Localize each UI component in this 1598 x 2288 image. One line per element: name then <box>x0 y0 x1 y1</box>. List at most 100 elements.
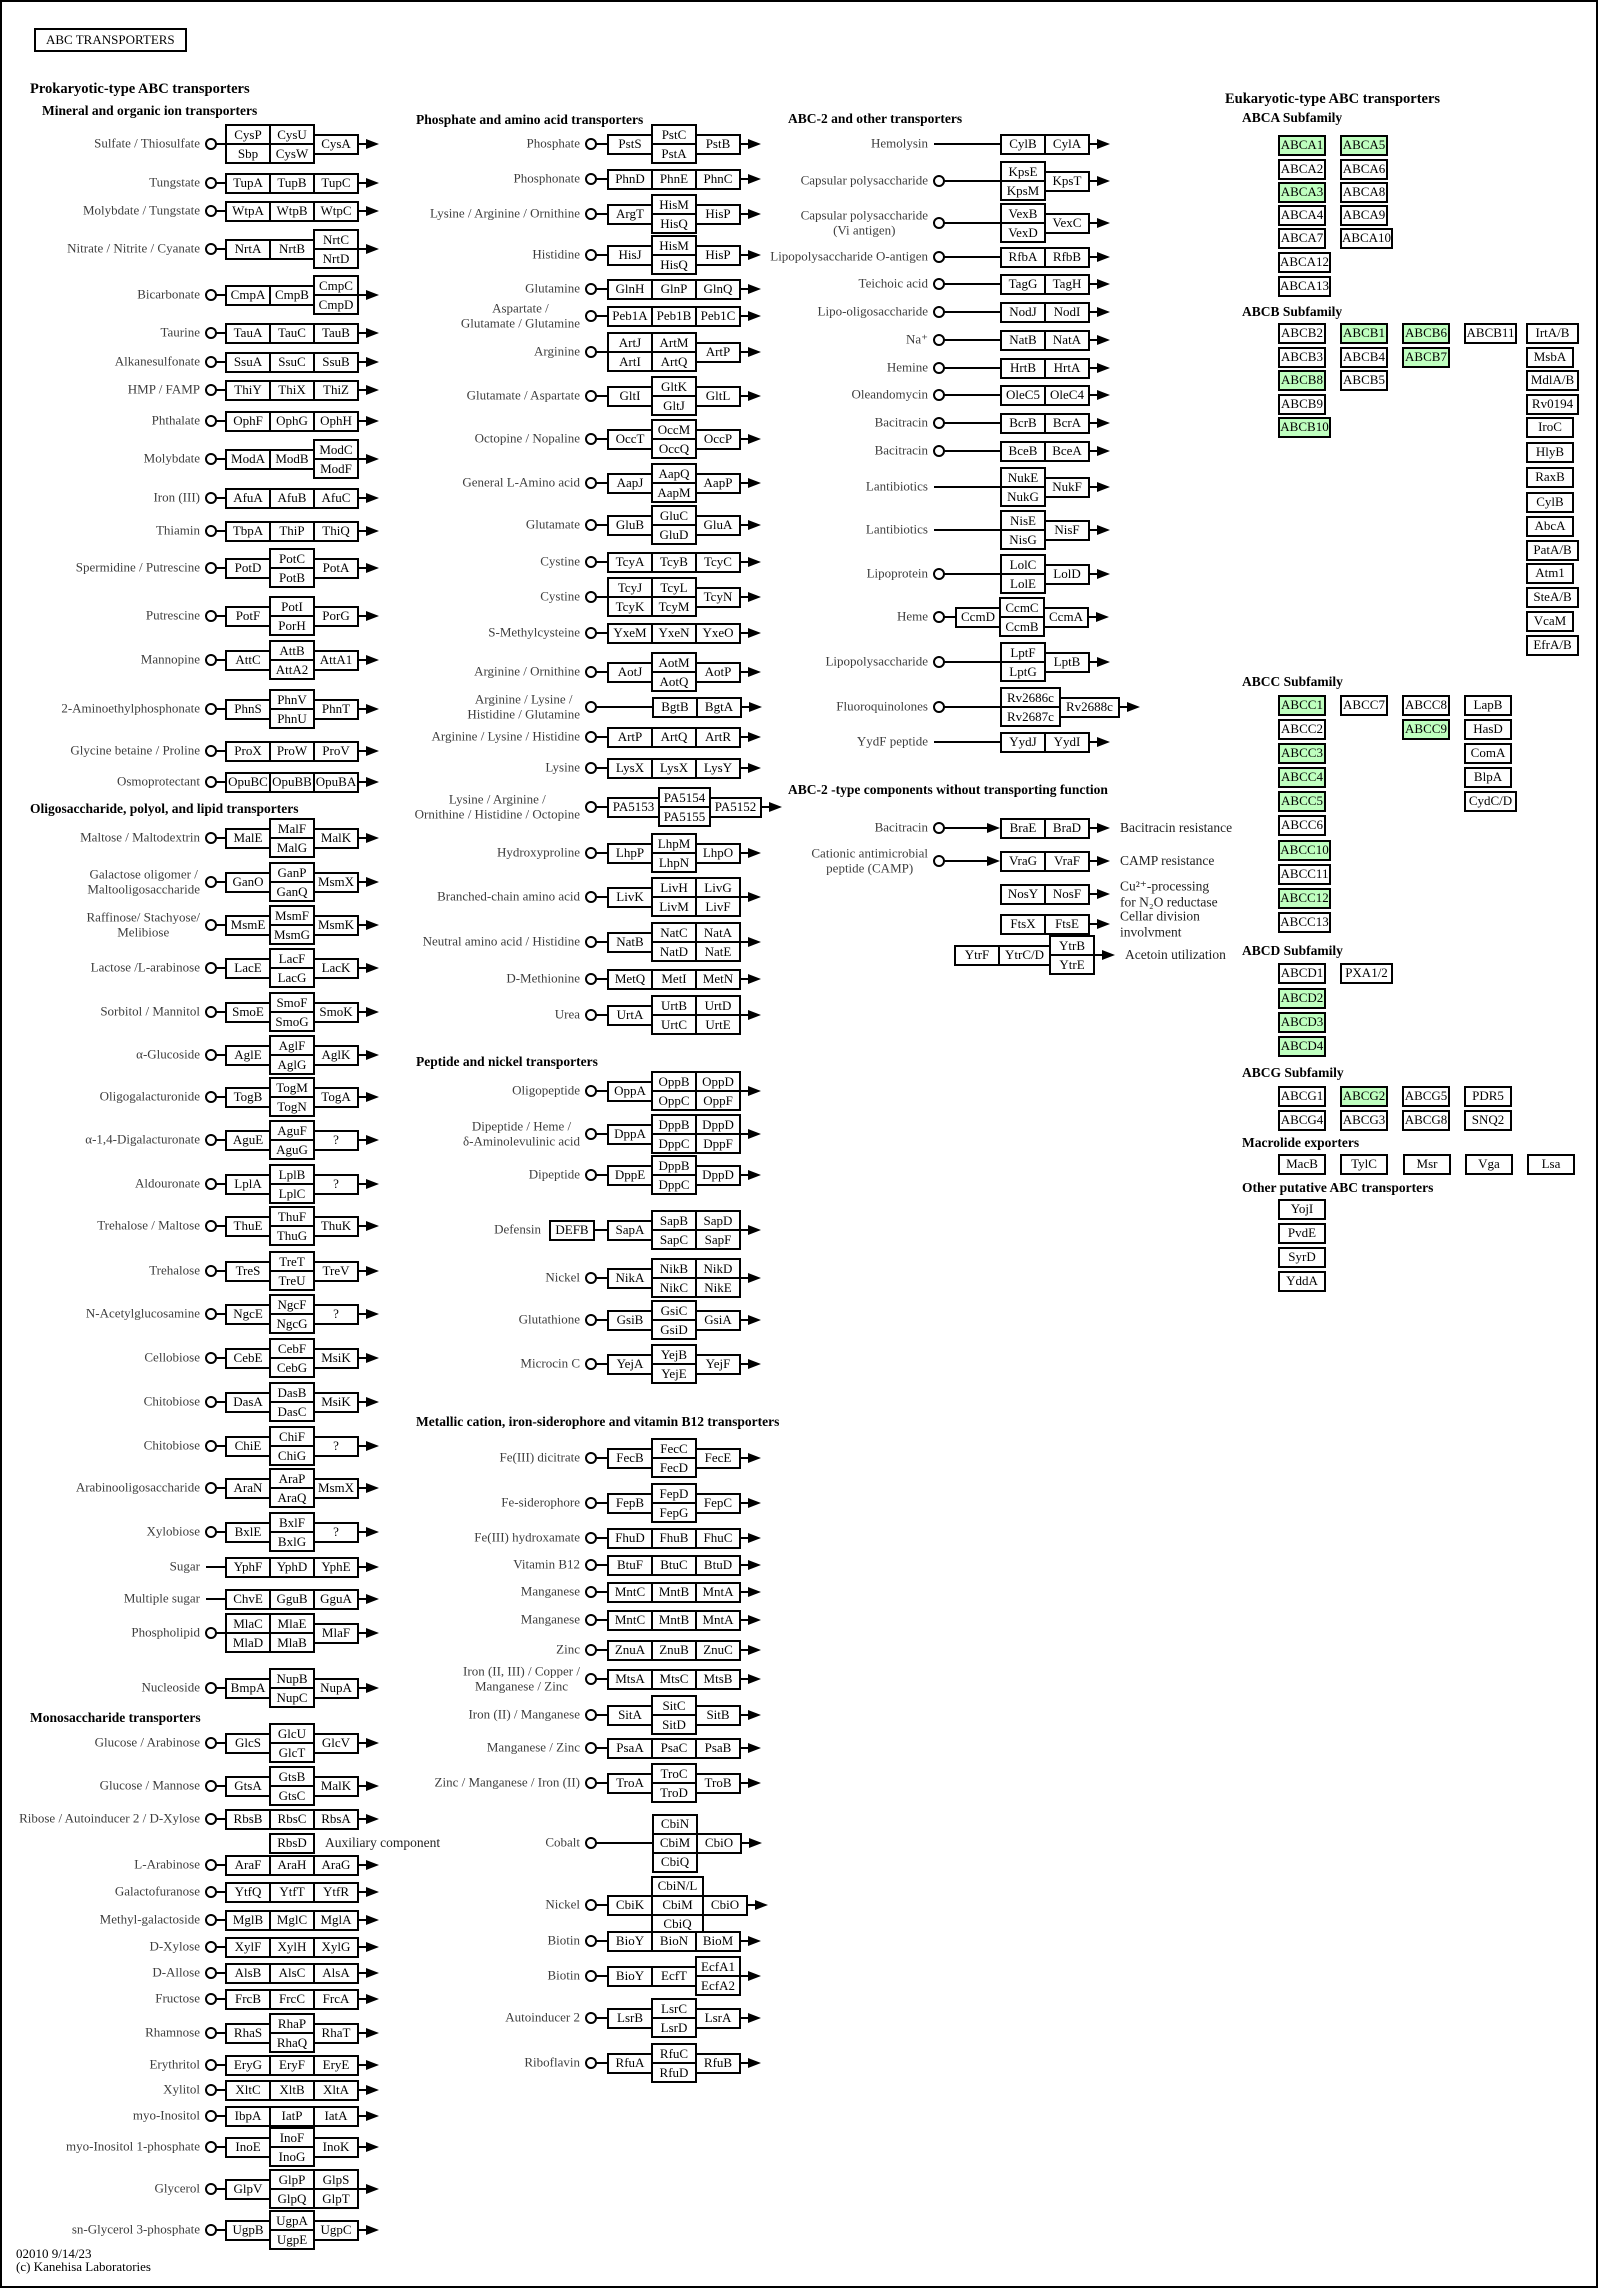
gene-box[interactable]: WtpA <box>225 200 271 222</box>
gene-box[interactable]: SsuA <box>225 351 271 373</box>
gene-box[interactable]: WtpC <box>313 200 359 222</box>
gene-box[interactable]: LhpN <box>651 852 697 873</box>
gene-box[interactable]: AglK <box>313 1044 359 1066</box>
gene-box[interactable]: LysX <box>607 757 653 779</box>
gene-box[interactable]: RbsC <box>269 1808 315 1830</box>
gene-box[interactable]: SapF <box>695 1229 741 1250</box>
gene-box[interactable]: OppC <box>651 1090 697 1111</box>
gene-box[interactable]: GluC <box>651 505 697 526</box>
gene-box[interactable]: ABCA2 <box>1278 158 1326 180</box>
gene-box[interactable]: MtsC <box>651 1668 697 1690</box>
gene-box[interactable]: ABCC10 <box>1278 839 1331 861</box>
gene-box[interactable]: NatA <box>695 922 741 943</box>
gene-box[interactable]: YejB <box>651 1344 697 1365</box>
gene-box[interactable]: MntC <box>607 1609 653 1631</box>
gene-box[interactable]: LysY <box>695 757 741 779</box>
gene-box[interactable]: GltJ <box>651 395 697 416</box>
gene-box[interactable]: ABCB7 <box>1402 346 1450 368</box>
gene-box[interactable]: BioY <box>607 1930 653 1952</box>
gene-box[interactable]: ABCG5 <box>1402 1085 1450 1107</box>
gene-box[interactable]: LsrD <box>651 2017 697 2038</box>
gene-box[interactable]: GluD <box>651 524 697 545</box>
gene-box[interactable]: UgpA <box>269 2210 315 2231</box>
gene-box[interactable]: VexC <box>1044 212 1090 234</box>
gene-box[interactable]: BtuC <box>651 1554 697 1576</box>
gene-box[interactable]: ModF <box>313 458 359 479</box>
gene-box[interactable]: ABCC4 <box>1278 766 1326 788</box>
gene-box[interactable]: ABCA5 <box>1340 134 1388 156</box>
gene-box[interactable]: BcrB <box>1000 412 1046 434</box>
gene-box[interactable]: KpsE <box>1000 161 1046 182</box>
gene-box[interactable]: PhnD <box>607 168 653 190</box>
gene-box[interactable]: PotC <box>269 548 315 569</box>
gene-box[interactable]: ABCA9 <box>1340 204 1388 226</box>
gene-box[interactable]: ArgT <box>607 203 653 225</box>
gene-box[interactable]: MsbA <box>1526 346 1574 368</box>
gene-box[interactable]: LivG <box>695 877 741 898</box>
gene-box[interactable]: MsmF <box>269 905 315 926</box>
gene-box[interactable]: OccQ <box>651 438 697 459</box>
gene-box[interactable]: RbsA <box>313 1808 359 1830</box>
gene-box[interactable]: MlaD <box>225 1632 271 1653</box>
gene-box[interactable]: SapB <box>651 1210 697 1231</box>
gene-box[interactable]: OphG <box>269 410 315 432</box>
gene-box[interactable]: ABCC9 <box>1402 718 1450 740</box>
gene-box[interactable]: AraN <box>225 1477 271 1499</box>
gene-box[interactable]: ThiY <box>225 379 271 401</box>
gene-box[interactable]: YtfT <box>269 1881 315 1903</box>
gene-box[interactable]: ABCG1 <box>1278 1085 1326 1107</box>
gene-box[interactable]: OppF <box>695 1090 741 1111</box>
gene-box[interactable]: LsrB <box>607 2007 653 2029</box>
gene-box[interactable]: PstC <box>651 124 697 145</box>
gene-box[interactable]: FtsE <box>1044 913 1090 935</box>
gene-box[interactable]: GlcV <box>313 1732 359 1754</box>
gene-box[interactable]: ModA <box>225 448 271 470</box>
gene-box[interactable]: CebE <box>225 1347 271 1369</box>
gene-box[interactable]: ABCC11 <box>1278 863 1331 885</box>
gene-box[interactable]: PXA1/2 <box>1340 962 1393 984</box>
gene-box[interactable]: FtsX <box>1000 913 1046 935</box>
gene-box[interactable]: MglA <box>313 1909 359 1931</box>
gene-box[interactable]: UrtB <box>651 995 697 1016</box>
gene-box[interactable]: BioN <box>651 1930 697 1952</box>
gene-box[interactable]: MalF <box>269 818 315 839</box>
gene-box[interactable]: NikB <box>651 1258 697 1279</box>
gene-box[interactable]: DppB <box>651 1114 697 1135</box>
gene-box[interactable]: ABCB11 <box>1464 322 1517 344</box>
gene-box[interactable]: LolE <box>1000 573 1046 594</box>
gene-box[interactable]: SitC <box>651 1695 697 1716</box>
gene-box[interactable]: OccP <box>695 428 741 450</box>
gene-box[interactable]: XylF <box>225 1936 271 1958</box>
gene-box[interactable]: IatP <box>269 2105 315 2127</box>
gene-box[interactable]: GlpV <box>225 2178 271 2200</box>
gene-box[interactable]: ABCC13 <box>1278 911 1331 933</box>
gene-box[interactable]: BmpA <box>225 1677 271 1699</box>
gene-box[interactable]: TroC <box>651 1763 697 1784</box>
gene-box[interactable]: PotD <box>225 557 271 579</box>
gene-box[interactable]: OppB <box>651 1071 697 1092</box>
gene-box[interactable]: ArtR <box>695 726 741 748</box>
gene-box[interactable]: OccM <box>651 419 697 440</box>
gene-box[interactable]: GlpS <box>313 2169 359 2190</box>
gene-box[interactable]: ? <box>313 1521 359 1543</box>
gene-box[interactable]: LacG <box>269 967 315 988</box>
gene-box[interactable]: IbpA <box>225 2105 271 2127</box>
gene-box[interactable]: ? <box>313 1303 359 1325</box>
gene-box[interactable]: LapB <box>1464 694 1512 716</box>
gene-box[interactable]: CbiK <box>607 1894 653 1916</box>
gene-box[interactable]: Peb1A <box>607 305 653 327</box>
gene-box[interactable]: AglE <box>225 1044 271 1066</box>
gene-box[interactable]: RbsB <box>225 1808 271 1830</box>
gene-box[interactable]: TauC <box>269 322 315 344</box>
gene-box[interactable]: MlaB <box>269 1632 315 1653</box>
gene-box[interactable]: ABCD3 <box>1278 1011 1326 1033</box>
gene-box[interactable]: OleC4 <box>1044 384 1090 406</box>
gene-box[interactable]: NupB <box>269 1668 315 1689</box>
gene-box[interactable]: InoF <box>269 2127 315 2148</box>
gene-box[interactable]: OphH <box>313 410 359 432</box>
gene-box[interactable]: Msr <box>1403 1153 1451 1175</box>
gene-box[interactable]: Lsa <box>1527 1153 1575 1175</box>
gene-box[interactable]: LhpM <box>651 833 697 854</box>
gene-box[interactable]: NatA <box>1044 329 1090 351</box>
gene-box[interactable]: BtuF <box>607 1554 653 1576</box>
